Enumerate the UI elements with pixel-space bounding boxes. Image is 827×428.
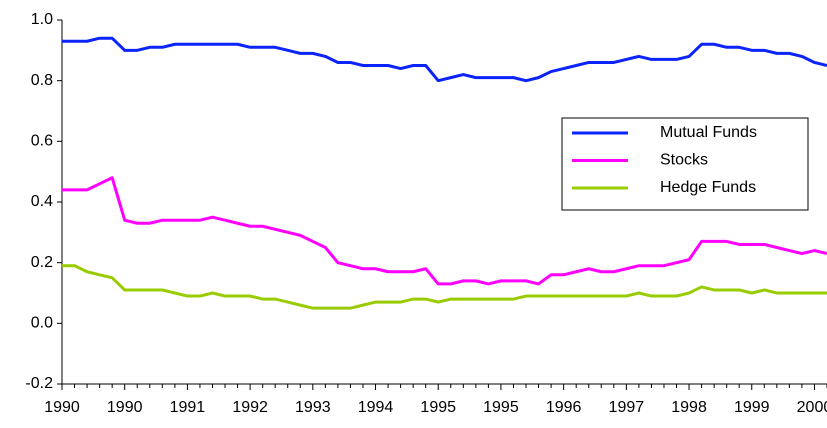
x-tick-label: 1995 (420, 399, 456, 416)
x-tick-label: 1994 (358, 399, 394, 416)
x-tick-label: 1997 (609, 399, 645, 416)
x-tick-label: 1991 (170, 399, 206, 416)
line-series (62, 264, 827, 310)
y-tick-label: 0.2 (31, 254, 53, 271)
y-tick-label: 1.0 (31, 11, 53, 28)
y-tick-label: -0.2 (25, 375, 53, 392)
x-tick-label: 1990 (44, 399, 80, 416)
y-tick-label: 0.0 (31, 315, 53, 332)
x-tick-label: 1999 (734, 399, 770, 416)
x-tick-label: 1998 (671, 399, 707, 416)
x-tick-label: 2000 (797, 399, 827, 416)
x-tick-label: 1995 (483, 399, 519, 416)
line-series (62, 176, 827, 286)
x-tick-label: 1993 (295, 399, 331, 416)
x-tick-label: 1990 (107, 399, 143, 416)
y-tick-label: 0.4 (31, 193, 53, 210)
y-tick-label: 0.8 (31, 72, 53, 89)
x-tick-label: 1996 (546, 399, 582, 416)
legend-label: Stocks (660, 152, 708, 169)
y-tick-label: 0.6 (31, 133, 53, 150)
legend-label: Hedge Funds (660, 179, 756, 196)
x-tick-label: 1992 (232, 399, 268, 416)
line-series (62, 36, 827, 83)
legend-label: Mutual Funds (660, 124, 757, 141)
